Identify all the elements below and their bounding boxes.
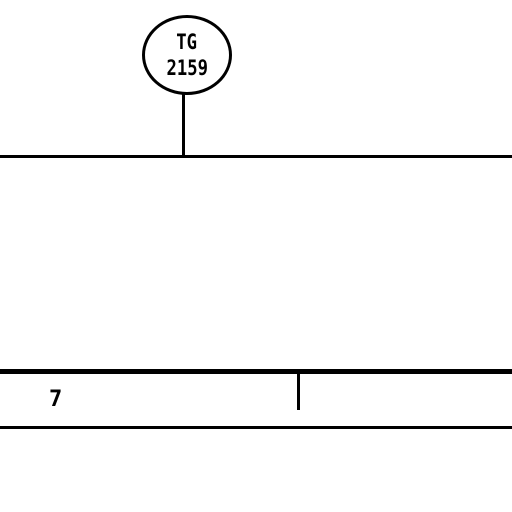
reference-balloon: TG 2159 <box>142 15 232 95</box>
table-column-divider <box>297 374 300 410</box>
balloon-code: TG <box>176 30 198 54</box>
balloon-number: 2159 <box>166 56 208 80</box>
table-top-border <box>0 369 512 374</box>
table-row-number: 7 <box>49 387 63 412</box>
table-bottom-border <box>0 426 512 429</box>
balloon-leader-line <box>182 92 185 157</box>
main-horizontal-line <box>0 155 512 158</box>
